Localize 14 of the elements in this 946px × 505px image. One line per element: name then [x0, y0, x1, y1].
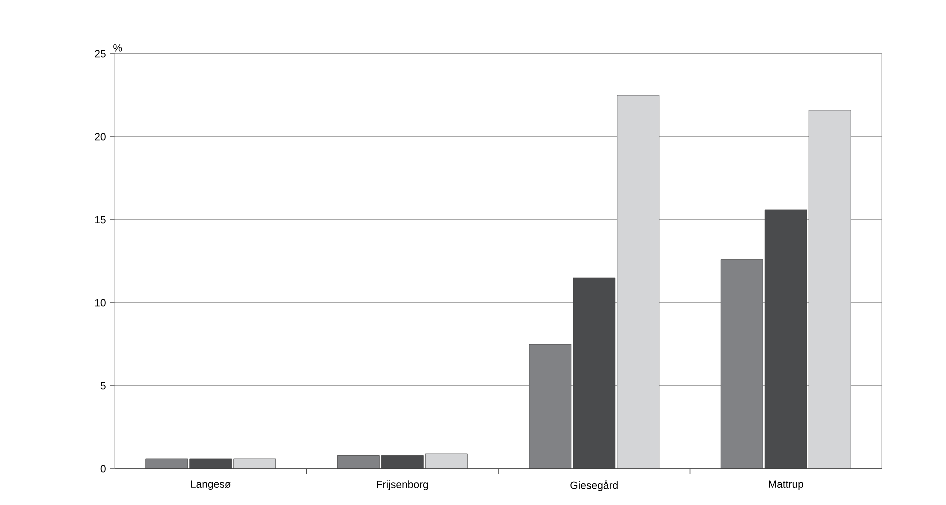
y-tick-label: 10	[95, 299, 106, 307]
y-tick-label: 20	[95, 133, 106, 141]
y-tick-label: 15	[95, 216, 106, 224]
y-tick-label: 25	[95, 50, 106, 58]
y-axis-title: %	[114, 44, 122, 52]
x-tick-label: Giesegård	[570, 480, 618, 492]
x-tick-label: Langesø	[191, 480, 232, 490]
bar	[573, 278, 616, 469]
bar	[764, 210, 808, 469]
x-tick-label: Mattrup	[769, 480, 804, 490]
x-tick-label: Frijsenborg	[377, 480, 428, 490]
y-tick-label: 5	[100, 382, 106, 390]
bar	[382, 456, 424, 469]
y-tick-label: 0	[100, 465, 106, 473]
